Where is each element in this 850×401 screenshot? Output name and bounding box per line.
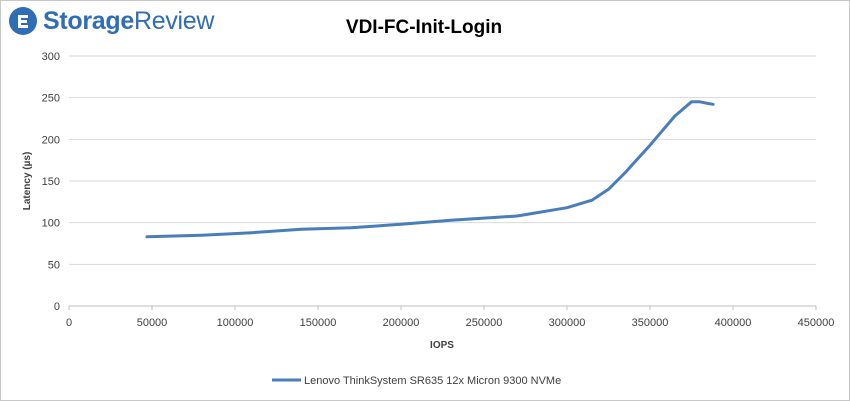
brand-name: StorageReview	[43, 6, 215, 35]
chart-title: VDI-FC-Init-Login	[346, 17, 502, 38]
x-tick-label: 50000	[137, 317, 168, 329]
series-line-0	[145, 100, 715, 239]
legend-label: Lenovo ThinkSystem SR635 12x Micron 9300…	[304, 375, 561, 387]
axes: 0 50 100 150 200 250 300 0 50000 100000 150000 2000…	[42, 51, 835, 329]
x-tick-label: 300000	[549, 317, 586, 329]
y-tick-label: 0	[54, 301, 60, 313]
x-tick-label: 100000	[217, 317, 254, 329]
x-tick-label: 400000	[715, 317, 752, 329]
y-axis-title: Latency (µs)	[22, 152, 33, 211]
y-tick-label: 300	[42, 51, 60, 63]
y-tick-label: 100	[42, 218, 60, 230]
x-tick-label: 250000	[466, 317, 503, 329]
x-tick-label: 200000	[383, 317, 420, 329]
x-tick-label: 150000	[300, 317, 337, 329]
y-tick-label: 250	[42, 93, 60, 105]
x-tick-label: 450000	[798, 317, 835, 329]
series-layer	[145, 100, 715, 239]
legend: Lenovo ThinkSystem SR635 12x Micron 9300…	[272, 375, 561, 387]
x-tick-label: 350000	[632, 317, 669, 329]
gridlines	[69, 55, 816, 265]
storagereview-logo-icon	[9, 7, 37, 35]
x-axis-title: IOPS	[430, 340, 454, 351]
y-tick-label: 50	[48, 259, 60, 271]
brand-logo: StorageReview	[8, 7, 214, 35]
y-tick-label: 200	[42, 134, 60, 146]
y-tick-label: 150	[42, 176, 60, 188]
x-tick-label: 0	[66, 317, 72, 329]
